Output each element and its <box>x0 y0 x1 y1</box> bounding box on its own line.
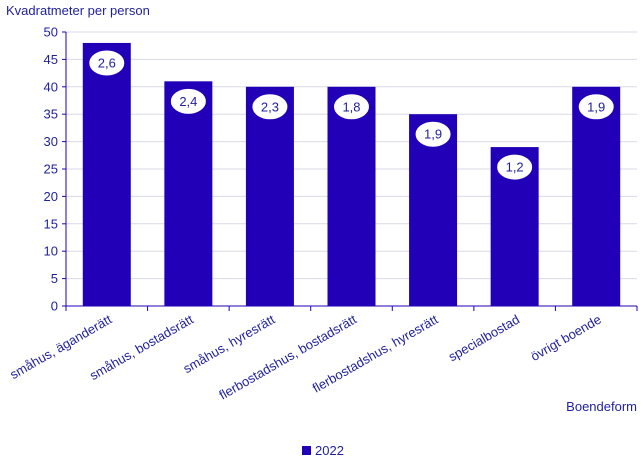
value-bubble <box>496 153 534 181</box>
value-bubbles: 2,6 2,4 2,3 1,8 1,9 1,2 1,9 <box>88 49 615 181</box>
value-bubble <box>169 87 207 115</box>
y-tick-label: 15 <box>44 216 58 231</box>
data-label: 1,9 <box>587 99 605 114</box>
axes <box>62 31 638 311</box>
y-tick-labels: 0 5 10 15 20 25 30 35 40 45 50 <box>44 25 58 314</box>
y-tick-label: 45 <box>44 52 58 67</box>
bar <box>327 86 376 306</box>
y-tick-label: 50 <box>44 25 58 40</box>
y-tick-label: 20 <box>44 189 58 204</box>
legend-label: 2022 <box>315 443 344 458</box>
value-bubble <box>577 93 615 121</box>
bar <box>245 86 294 306</box>
bar <box>164 81 213 306</box>
data-label: 2,3 <box>261 99 279 114</box>
y-tick-label: 10 <box>44 244 58 259</box>
bar <box>572 86 621 306</box>
value-bubble <box>333 93 370 121</box>
legend-swatch <box>302 446 311 455</box>
value-bubble <box>88 49 126 77</box>
data-label: 2,6 <box>98 55 116 70</box>
x-tick-label: övrigt boende <box>528 312 604 364</box>
y-tick-label: 30 <box>44 134 58 149</box>
x-tick-label: flerbostadshus, bostadsrätt <box>216 311 359 402</box>
legend: 2022 <box>302 443 344 458</box>
bars <box>82 42 621 307</box>
data-label: 1,2 <box>506 160 524 175</box>
y-tick-label: 0 <box>51 299 58 314</box>
data-label: 1,9 <box>424 127 442 142</box>
y-tick-label: 40 <box>44 79 58 94</box>
y-axis-label: Kvadratmeter per person <box>6 3 150 18</box>
y-tick-label: 35 <box>44 107 58 122</box>
x-axis-label: Boendeform <box>566 399 637 414</box>
value-bubble <box>251 93 289 121</box>
data-label: 2,4 <box>179 94 197 109</box>
bar <box>82 42 131 307</box>
y-tick-label: 5 <box>51 271 58 286</box>
x-tick-label: specialbostad <box>446 312 522 365</box>
data-label: 1,8 <box>342 99 360 114</box>
y-tick-label: 25 <box>44 162 58 177</box>
value-bubble <box>414 120 452 148</box>
